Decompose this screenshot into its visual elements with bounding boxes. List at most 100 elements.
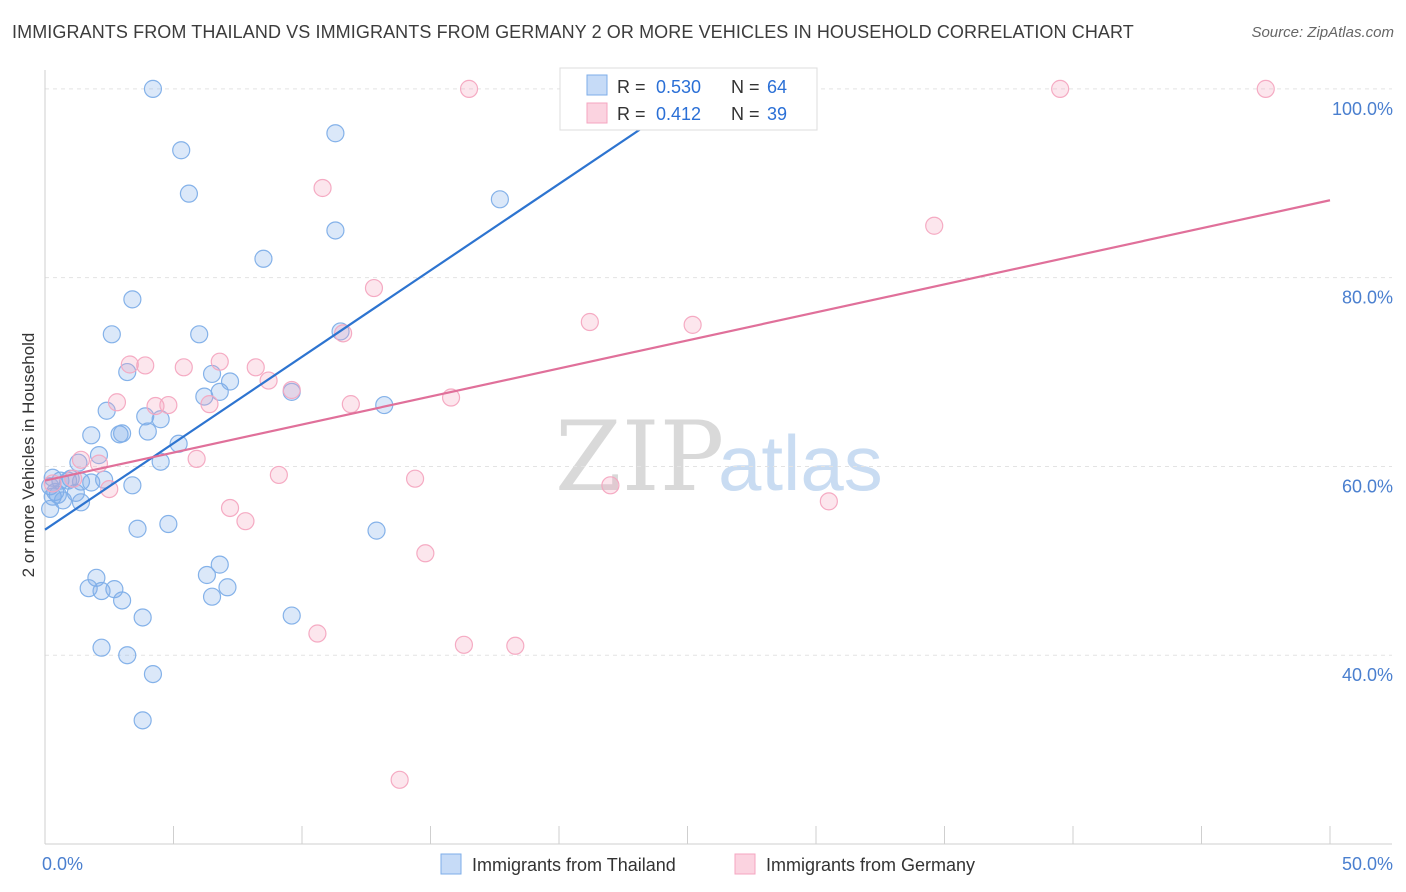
germany-point bbox=[506, 636, 525, 655]
germany-point bbox=[220, 498, 240, 518]
germany-point bbox=[601, 476, 620, 495]
germany-point bbox=[454, 635, 474, 654]
germany-point bbox=[174, 358, 193, 377]
legend-n-label-germany: N = bbox=[731, 104, 760, 124]
thailand-point bbox=[490, 190, 509, 209]
germany-point bbox=[200, 395, 219, 414]
germany-point bbox=[334, 324, 353, 343]
germany-point bbox=[120, 355, 139, 374]
germany-point bbox=[390, 770, 409, 789]
thailand-point bbox=[123, 290, 142, 309]
thailand-point bbox=[210, 382, 229, 401]
bottom-legend-label-germany: Immigrants from Germany bbox=[766, 855, 975, 875]
germany-point bbox=[683, 315, 702, 334]
legend-r-label-thailand: R = bbox=[617, 77, 646, 97]
legend-swatch-thailand bbox=[586, 74, 608, 96]
thailand-point bbox=[143, 664, 163, 684]
thailand-point bbox=[71, 493, 91, 512]
thailand-point bbox=[41, 499, 60, 519]
thailand-point bbox=[197, 565, 217, 585]
thailand-point bbox=[190, 325, 209, 344]
thailand-point bbox=[210, 555, 229, 574]
legend-r-value-germany: 0.412 bbox=[656, 104, 701, 124]
germany-point bbox=[925, 216, 944, 235]
thailand-point bbox=[326, 221, 345, 240]
germany-point bbox=[187, 449, 206, 468]
germany-point bbox=[313, 178, 332, 198]
thailand-point bbox=[95, 470, 114, 489]
germany-point bbox=[364, 278, 384, 298]
thailand-point bbox=[133, 711, 152, 730]
thailand-point bbox=[92, 638, 111, 657]
thailand-point bbox=[159, 514, 178, 534]
thailand-point bbox=[69, 453, 88, 472]
germany-point bbox=[819, 492, 838, 511]
legend-n-value-germany: 39 bbox=[767, 104, 787, 124]
axes: 40.0% 60.0% 80.0% 100.0% 0.0% 50.0% bbox=[42, 70, 1393, 874]
thailand-point bbox=[123, 476, 142, 495]
thailand-point bbox=[143, 79, 163, 98]
germany-point bbox=[459, 79, 479, 98]
thailand-point bbox=[218, 578, 237, 597]
thailand-point bbox=[282, 606, 301, 625]
germany-point bbox=[71, 450, 91, 469]
thailand-point bbox=[48, 485, 67, 504]
germany-point bbox=[159, 395, 178, 415]
germany-point bbox=[269, 465, 288, 485]
x-tick-label: 0.0% bbox=[42, 854, 83, 874]
thailand-point bbox=[202, 587, 222, 606]
germany-trend-line bbox=[44, 199, 1331, 482]
y-tick-label: 40.0% bbox=[1342, 665, 1393, 685]
germany-point bbox=[282, 380, 301, 400]
thailand-point bbox=[128, 519, 147, 538]
germany-point bbox=[107, 393, 127, 412]
x-tick-label: 50.0% bbox=[1342, 854, 1393, 874]
legend-swatch-germany bbox=[586, 102, 608, 124]
grid-lines bbox=[45, 88, 1392, 656]
germany-point bbox=[341, 395, 360, 414]
chart-title: IMMIGRANTS FROM THAILAND VS IMMIGRANTS F… bbox=[12, 22, 1134, 42]
thailand-point bbox=[92, 581, 111, 601]
thailand-point bbox=[112, 424, 132, 443]
thailand-point bbox=[138, 422, 157, 441]
thailand-point bbox=[133, 608, 152, 627]
thailand-point bbox=[254, 249, 273, 268]
legend-r-label-germany: R = bbox=[617, 104, 646, 124]
series-legend: Immigrants from Thailand Immigrants from… bbox=[440, 853, 975, 875]
y-tick-label: 60.0% bbox=[1342, 476, 1393, 496]
thailand-point bbox=[326, 124, 345, 143]
germany-point bbox=[1256, 79, 1275, 98]
thailand-point bbox=[102, 325, 121, 344]
germany-point bbox=[308, 624, 327, 643]
germany-point bbox=[580, 312, 599, 332]
germany-point bbox=[146, 396, 165, 416]
chart-source: Source: ZipAtlas.com bbox=[1251, 24, 1394, 41]
thailand-point bbox=[179, 184, 199, 203]
thailand-point bbox=[118, 646, 137, 665]
y-tick-label: 100.0% bbox=[1332, 99, 1393, 119]
legend-n-value-thailand: 64 bbox=[767, 77, 787, 97]
thailand-point bbox=[151, 452, 170, 471]
bottom-legend-label-thailand: Immigrants from Thailand bbox=[472, 855, 676, 875]
germany-point bbox=[405, 469, 425, 488]
correlation-legend: R = 0.530 N = 64 R = 0.412 N = 39 bbox=[559, 67, 818, 131]
legend-n-label-thailand: N = bbox=[731, 77, 760, 97]
y-tick-label: 80.0% bbox=[1342, 288, 1393, 308]
bottom-legend-swatch-thailand bbox=[440, 853, 462, 875]
thailand-point bbox=[112, 591, 132, 610]
y-axis-label: 2 or more Vehicles in Household bbox=[19, 333, 38, 578]
thailand-point bbox=[172, 141, 191, 160]
germany-point bbox=[136, 356, 155, 375]
thailand-point bbox=[82, 426, 101, 445]
germany-point bbox=[210, 352, 229, 371]
watermark-atlas: atlas bbox=[718, 419, 883, 507]
trend-lines bbox=[44, 87, 1331, 531]
legend-r-value-thailand: 0.530 bbox=[656, 77, 701, 97]
germany-point bbox=[416, 544, 435, 563]
germany-point bbox=[246, 358, 265, 377]
germany-point bbox=[236, 512, 255, 531]
thailand-point bbox=[367, 521, 386, 540]
watermark-zip: ZIP bbox=[555, 401, 724, 513]
data-points bbox=[41, 79, 1275, 789]
